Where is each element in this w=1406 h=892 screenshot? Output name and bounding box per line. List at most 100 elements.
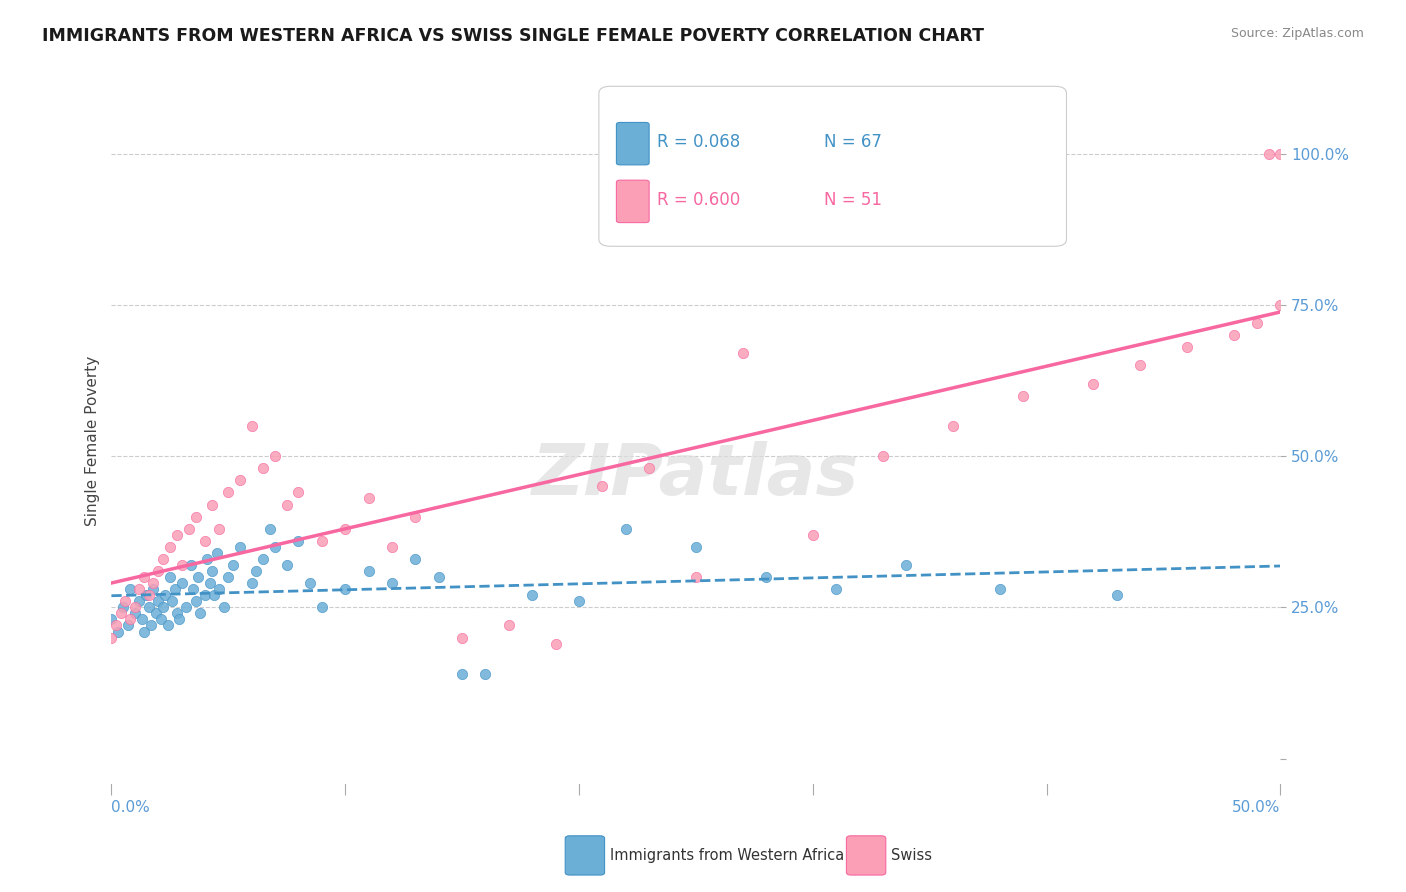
Point bbox=[152, 552, 174, 566]
Point bbox=[357, 564, 380, 578]
Point bbox=[131, 612, 153, 626]
FancyBboxPatch shape bbox=[599, 87, 1067, 246]
Point bbox=[1175, 340, 1198, 354]
Point bbox=[187, 570, 209, 584]
Point bbox=[134, 624, 156, 639]
Point bbox=[942, 418, 965, 433]
Point bbox=[381, 576, 404, 591]
Point bbox=[229, 473, 252, 487]
Point bbox=[252, 461, 274, 475]
Point bbox=[166, 528, 188, 542]
Point bbox=[1222, 328, 1244, 343]
Point bbox=[896, 558, 918, 572]
Point bbox=[1246, 316, 1268, 330]
Point bbox=[287, 533, 309, 548]
Point bbox=[188, 607, 211, 621]
Text: R = 0.600: R = 0.600 bbox=[658, 191, 741, 209]
Point bbox=[141, 618, 163, 632]
Point bbox=[591, 479, 613, 493]
Point bbox=[170, 558, 193, 572]
Point bbox=[825, 582, 848, 597]
Point bbox=[160, 594, 183, 608]
Point bbox=[568, 594, 591, 608]
Point bbox=[264, 449, 287, 463]
Point bbox=[198, 576, 221, 591]
Point bbox=[252, 552, 274, 566]
Point bbox=[112, 600, 135, 615]
Point bbox=[138, 588, 160, 602]
Point bbox=[135, 588, 157, 602]
Point bbox=[145, 607, 167, 621]
Point bbox=[259, 522, 281, 536]
Point bbox=[201, 564, 224, 578]
Point bbox=[142, 576, 165, 591]
Point bbox=[138, 600, 160, 615]
Point bbox=[264, 540, 287, 554]
Point bbox=[755, 570, 778, 584]
Point bbox=[146, 564, 169, 578]
Point bbox=[170, 576, 193, 591]
Text: 50.0%: 50.0% bbox=[1232, 800, 1281, 814]
Text: N = 67: N = 67 bbox=[824, 133, 883, 151]
Point bbox=[229, 540, 252, 554]
Point bbox=[166, 607, 188, 621]
Point bbox=[205, 546, 228, 560]
Point bbox=[451, 631, 474, 645]
Point bbox=[287, 485, 309, 500]
Point bbox=[474, 666, 496, 681]
Point bbox=[988, 582, 1011, 597]
Point bbox=[124, 600, 146, 615]
Text: N = 51: N = 51 bbox=[824, 191, 883, 209]
Point bbox=[1129, 359, 1152, 373]
Text: IMMIGRANTS FROM WESTERN AFRICA VS SWISS SINGLE FEMALE POVERTY CORRELATION CHART: IMMIGRANTS FROM WESTERN AFRICA VS SWISS … bbox=[42, 27, 984, 45]
Text: Swiss: Swiss bbox=[891, 848, 932, 863]
FancyBboxPatch shape bbox=[616, 122, 650, 165]
Point bbox=[156, 618, 179, 632]
Point bbox=[100, 612, 122, 626]
Point bbox=[638, 461, 661, 475]
Point bbox=[685, 570, 707, 584]
Point bbox=[217, 570, 239, 584]
Point bbox=[1083, 376, 1105, 391]
Point bbox=[181, 582, 204, 597]
Text: Immigrants from Western Africa: Immigrants from Western Africa bbox=[610, 848, 845, 863]
Point bbox=[152, 600, 174, 615]
Point bbox=[276, 498, 298, 512]
Text: ZIPatlas: ZIPatlas bbox=[533, 442, 859, 510]
Point bbox=[120, 612, 142, 626]
Point bbox=[194, 533, 217, 548]
Point bbox=[299, 576, 322, 591]
Point bbox=[240, 418, 263, 433]
Point bbox=[1105, 588, 1128, 602]
Point bbox=[1270, 298, 1292, 312]
Point bbox=[184, 594, 207, 608]
Point bbox=[872, 449, 894, 463]
Point bbox=[110, 607, 132, 621]
Point bbox=[522, 588, 544, 602]
Text: R = 0.068: R = 0.068 bbox=[658, 133, 741, 151]
Point bbox=[128, 594, 150, 608]
Point bbox=[128, 582, 150, 597]
Point bbox=[498, 618, 520, 632]
Point bbox=[120, 582, 142, 597]
Point bbox=[194, 588, 217, 602]
Point bbox=[544, 637, 567, 651]
Point bbox=[427, 570, 450, 584]
Point bbox=[105, 618, 128, 632]
Point bbox=[335, 582, 357, 597]
Point bbox=[117, 618, 139, 632]
Point bbox=[240, 576, 263, 591]
Point bbox=[685, 540, 707, 554]
Point bbox=[163, 582, 186, 597]
Point bbox=[142, 582, 165, 597]
Point bbox=[100, 631, 122, 645]
Point bbox=[159, 570, 181, 584]
Point bbox=[208, 522, 231, 536]
Point bbox=[451, 666, 474, 681]
Point bbox=[801, 528, 824, 542]
Point bbox=[731, 346, 754, 360]
Point bbox=[1270, 146, 1292, 161]
Point bbox=[195, 552, 218, 566]
Point bbox=[276, 558, 298, 572]
Point bbox=[201, 498, 224, 512]
